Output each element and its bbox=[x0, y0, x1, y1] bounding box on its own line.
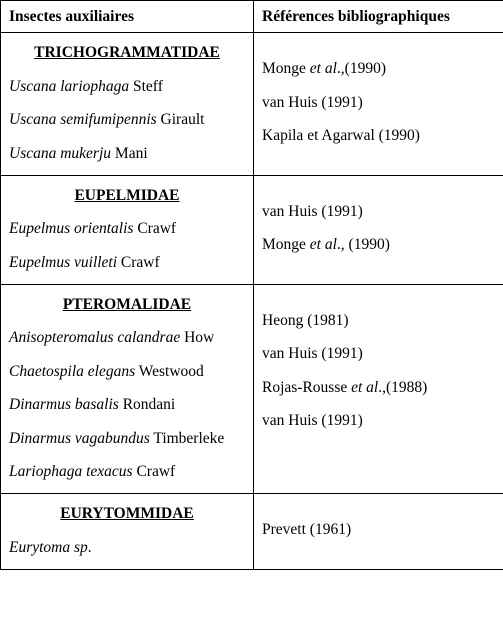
species-name: Uscana mukerju Mani bbox=[9, 144, 245, 163]
reference-text: Kapila et Agarwal (1990) bbox=[262, 126, 495, 145]
cell-species: TRICHOGRAMMATIDAE Uscana lariophaga Stef… bbox=[1, 33, 254, 176]
reference-text: Heong (1981) bbox=[262, 311, 495, 330]
table-row: TRICHOGRAMMATIDAE Uscana lariophaga Stef… bbox=[1, 33, 503, 176]
cell-references: Monge et al.,(1990) van Huis (1991) Kapi… bbox=[254, 33, 503, 176]
species-name: Chaetospila elegans Westwood bbox=[9, 362, 245, 381]
reference-text: Rojas-Rousse et al.,(1988) bbox=[262, 378, 495, 397]
family-heading: EUPELMIDAE bbox=[9, 186, 245, 205]
species-name: Uscana lariophaga Steff bbox=[9, 77, 245, 96]
family-heading: TRICHOGRAMMATIDAE bbox=[9, 43, 245, 62]
reference-text: van Huis (1991) bbox=[262, 93, 495, 112]
cell-species: PTEROMALIDAE Anisopteromalus calandrae H… bbox=[1, 285, 254, 494]
cell-references: Heong (1981) van Huis (1991) Rojas-Rouss… bbox=[254, 285, 503, 494]
species-name: Dinarmus vagabundus Timberleke bbox=[9, 429, 245, 448]
species-name: Eurytoma sp. bbox=[9, 538, 245, 557]
header-col-insectes: Insectes auxiliaires bbox=[1, 1, 254, 33]
cell-references: Prevett (1961) bbox=[254, 494, 503, 570]
species-name: Anisopteromalus calandrae How bbox=[9, 328, 245, 347]
table-row: PTEROMALIDAE Anisopteromalus calandrae H… bbox=[1, 285, 503, 494]
species-name: Dinarmus basalis Rondani bbox=[9, 395, 245, 414]
reference-text: Monge et al., (1990) bbox=[262, 235, 495, 254]
reference-text: Prevett (1961) bbox=[262, 520, 495, 539]
species-name: Uscana semifumipennis Girault bbox=[9, 110, 245, 129]
reference-text: van Huis (1991) bbox=[262, 202, 495, 221]
reference-text: Monge et al.,(1990) bbox=[262, 59, 495, 78]
table-header-row: Insectes auxiliaires Références bibliogr… bbox=[1, 1, 503, 33]
header-col-references: Références bibliographiques bbox=[254, 1, 503, 33]
reference-text: van Huis (1991) bbox=[262, 411, 495, 430]
family-heading: PTEROMALIDAE bbox=[9, 295, 245, 314]
species-name: Eupelmus orientalis Crawf bbox=[9, 219, 245, 238]
species-references-table: Insectes auxiliaires Références bibliogr… bbox=[0, 0, 503, 570]
species-name: Eupelmus vuilleti Crawf bbox=[9, 253, 245, 272]
species-name: Lariophaga texacus Crawf bbox=[9, 462, 245, 481]
family-heading: EURYTOMMIDAE bbox=[9, 504, 245, 523]
table-row: EURYTOMMIDAE Eurytoma sp. Prevett (1961) bbox=[1, 494, 503, 570]
reference-text: van Huis (1991) bbox=[262, 344, 495, 363]
cell-species: EURYTOMMIDAE Eurytoma sp. bbox=[1, 494, 254, 570]
cell-references: van Huis (1991) Monge et al., (1990) bbox=[254, 175, 503, 284]
table-row: EUPELMIDAE Eupelmus orientalis Crawf Eup… bbox=[1, 175, 503, 284]
cell-species: EUPELMIDAE Eupelmus orientalis Crawf Eup… bbox=[1, 175, 254, 284]
